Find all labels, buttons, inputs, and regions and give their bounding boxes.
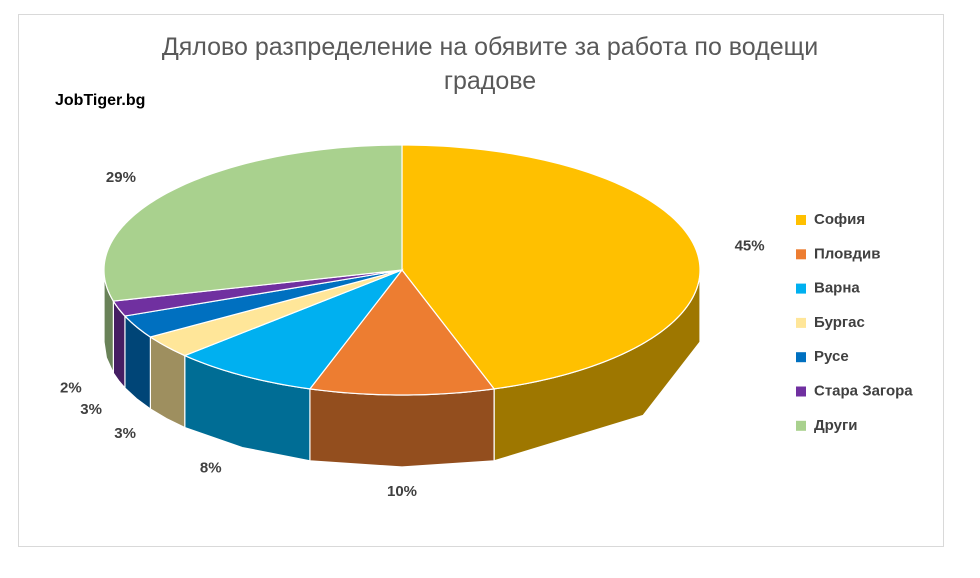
data-label: 3% <box>114 425 136 442</box>
slice-side <box>309 388 495 468</box>
legend-swatch <box>796 317 806 328</box>
legend-label: Русе <box>814 348 849 365</box>
legend-label: Бургас <box>814 314 865 331</box>
chart-title: Дялово разпределение на обявите за работ… <box>161 33 819 95</box>
legend-label: Други <box>814 417 857 434</box>
slice <box>123 269 403 338</box>
data-label: 45% <box>735 238 765 255</box>
legend-swatch <box>796 386 806 397</box>
legend-swatch <box>796 215 806 225</box>
chart-frame <box>18 14 944 547</box>
data-label: 8% <box>200 460 222 477</box>
legend-label: Стара Загора <box>814 382 913 399</box>
legend-label: София <box>814 211 865 228</box>
slice <box>308 269 496 396</box>
legend-swatch <box>796 283 806 294</box>
slice <box>401 144 701 390</box>
data-label: 10% <box>387 483 417 500</box>
data-label: 29% <box>106 169 136 186</box>
slice <box>103 144 403 302</box>
slice <box>148 269 403 357</box>
legend-swatch <box>796 420 806 431</box>
data-label: 3% <box>80 401 102 418</box>
slice <box>112 269 403 317</box>
data-label: 2% <box>60 379 82 396</box>
brand-annotation: JobTiger.bg <box>55 92 146 109</box>
legend-label: Пловдив <box>814 245 880 262</box>
slice <box>183 268 404 390</box>
legend-swatch <box>796 352 806 363</box>
legend-swatch <box>796 249 806 260</box>
legend-label: Варна <box>814 280 860 297</box>
